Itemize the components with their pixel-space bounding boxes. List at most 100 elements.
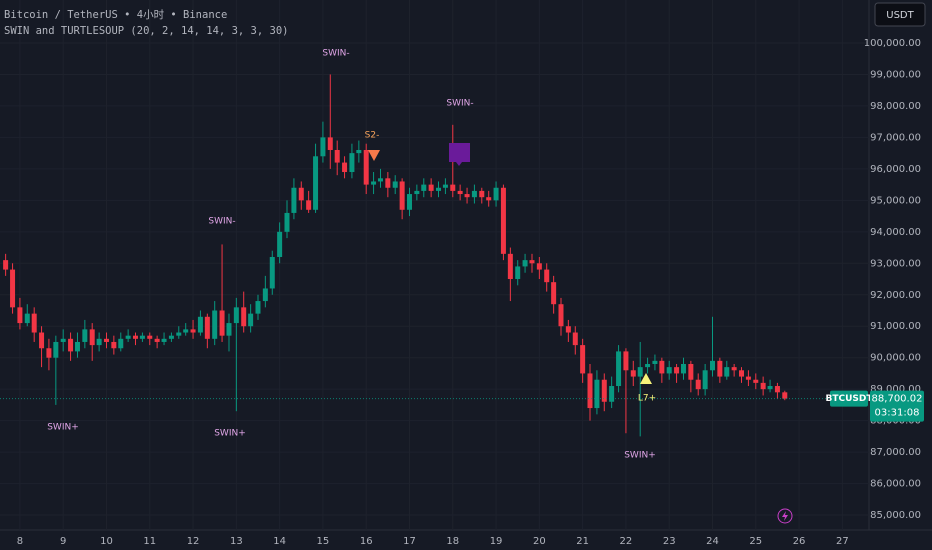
sell-marker <box>368 150 380 161</box>
y-tick-label: 93,000.00 <box>870 258 921 269</box>
candle-body <box>767 386 773 390</box>
candle-body <box>60 338 66 342</box>
candle-body <box>536 263 542 270</box>
symbol-tag <box>830 390 868 407</box>
candle-body <box>197 316 203 333</box>
candle-body <box>168 335 174 339</box>
candle-body <box>385 178 391 188</box>
x-tick-label: 9 <box>60 536 66 547</box>
candle-body <box>774 386 780 393</box>
annotation: SWIN- <box>446 99 473 109</box>
candle-body <box>457 190 463 195</box>
candle-body <box>680 363 686 374</box>
candle-body <box>219 310 225 336</box>
y-tick-label: 90,000.00 <box>870 353 921 364</box>
y-tick-label: 97,000.00 <box>870 132 921 143</box>
candle-body <box>601 379 607 402</box>
x-tick-label: 15 <box>317 536 330 547</box>
annotation: SWIN- <box>208 217 235 227</box>
candle-body <box>551 282 557 305</box>
candle-body <box>96 338 102 346</box>
candle-body <box>652 360 658 364</box>
x-tick-label: 18 <box>446 536 459 547</box>
candle-body <box>688 363 694 380</box>
x-tick-label: 14 <box>273 536 286 547</box>
candle-body <box>139 335 145 339</box>
candle-body <box>616 351 622 387</box>
candle-body <box>262 288 268 302</box>
candle-body <box>363 149 369 185</box>
candle-body <box>291 187 297 213</box>
candle-body <box>580 345 586 374</box>
candle-body <box>471 190 477 198</box>
indicator-title: SWIN and TURTLESOUP (20, 2, 14, 14, 3, 3… <box>4 25 288 37</box>
candle-body <box>284 212 290 232</box>
candle-body <box>572 332 578 346</box>
x-tick-label: 8 <box>17 536 23 547</box>
y-tick-label: 86,000.00 <box>870 479 921 490</box>
candle-body <box>313 156 319 210</box>
x-tick-label: 13 <box>230 536 243 547</box>
currency-button[interactable] <box>874 2 926 27</box>
candle-body <box>428 184 434 191</box>
candle-body <box>587 373 593 409</box>
annotation: SWIN- <box>322 49 349 59</box>
candle-body <box>450 184 456 191</box>
x-tick-label: 16 <box>360 536 373 547</box>
candle-body <box>3 260 9 270</box>
x-tick-label: 17 <box>403 536 416 547</box>
candle-body <box>406 194 412 210</box>
candle-body <box>132 335 138 339</box>
candle-body <box>190 329 196 333</box>
x-tick-label: 19 <box>490 536 503 547</box>
candle-body <box>46 348 52 358</box>
symbol-label: BTCUSDT <box>825 394 873 404</box>
candle-body <box>558 304 564 327</box>
y-tick-label: 92,000.00 <box>870 290 921 301</box>
candle-body <box>233 307 239 324</box>
candle-body <box>161 338 167 342</box>
candle-body <box>442 184 448 188</box>
currency-label: USDT <box>886 10 914 21</box>
alert-icon[interactable] <box>777 508 793 524</box>
y-tick-label: 94,000.00 <box>870 227 921 238</box>
price-tag <box>870 390 924 422</box>
candle-body <box>255 301 261 314</box>
y-tick-label: 99,000.00 <box>870 69 921 80</box>
y-tick-label: 100,000.00 <box>864 38 921 49</box>
x-tick-label: 21 <box>576 536 589 547</box>
candle-body <box>399 181 405 210</box>
candle-body <box>53 341 59 358</box>
candle-body <box>594 379 600 409</box>
candle-body <box>392 181 398 188</box>
candle-body <box>334 149 340 163</box>
x-tick-label: 12 <box>187 536 200 547</box>
x-tick-label: 23 <box>663 536 676 547</box>
candle-body <box>17 307 23 324</box>
candle-body <box>421 184 427 191</box>
candle-body <box>89 329 95 346</box>
candle-body <box>486 197 492 201</box>
annotation: SWIN+ <box>47 423 79 433</box>
candle-body <box>435 187 441 191</box>
candle-body <box>753 379 759 383</box>
candle-body <box>637 367 643 377</box>
candle-body <box>31 313 37 333</box>
candle-body <box>212 310 218 339</box>
candle-body <box>306 200 312 210</box>
candle-body <box>320 137 326 157</box>
candle-body <box>507 253 513 280</box>
candle-body <box>298 187 304 201</box>
candle-body <box>760 382 766 390</box>
plot <box>0 74 869 437</box>
x-tick-label: 25 <box>749 536 762 547</box>
candle-body <box>544 269 550 283</box>
chart-title: Bitcoin / TetherUS • 4小时 • Binance <box>4 9 227 21</box>
y-tick-label: 87,000.00 <box>870 447 921 458</box>
candle-body <box>659 360 665 374</box>
y-tick-label: 89,000.00 <box>870 384 921 395</box>
candle-body <box>349 153 355 173</box>
x-tick-label: 22 <box>620 536 633 547</box>
candle-body <box>630 370 636 377</box>
